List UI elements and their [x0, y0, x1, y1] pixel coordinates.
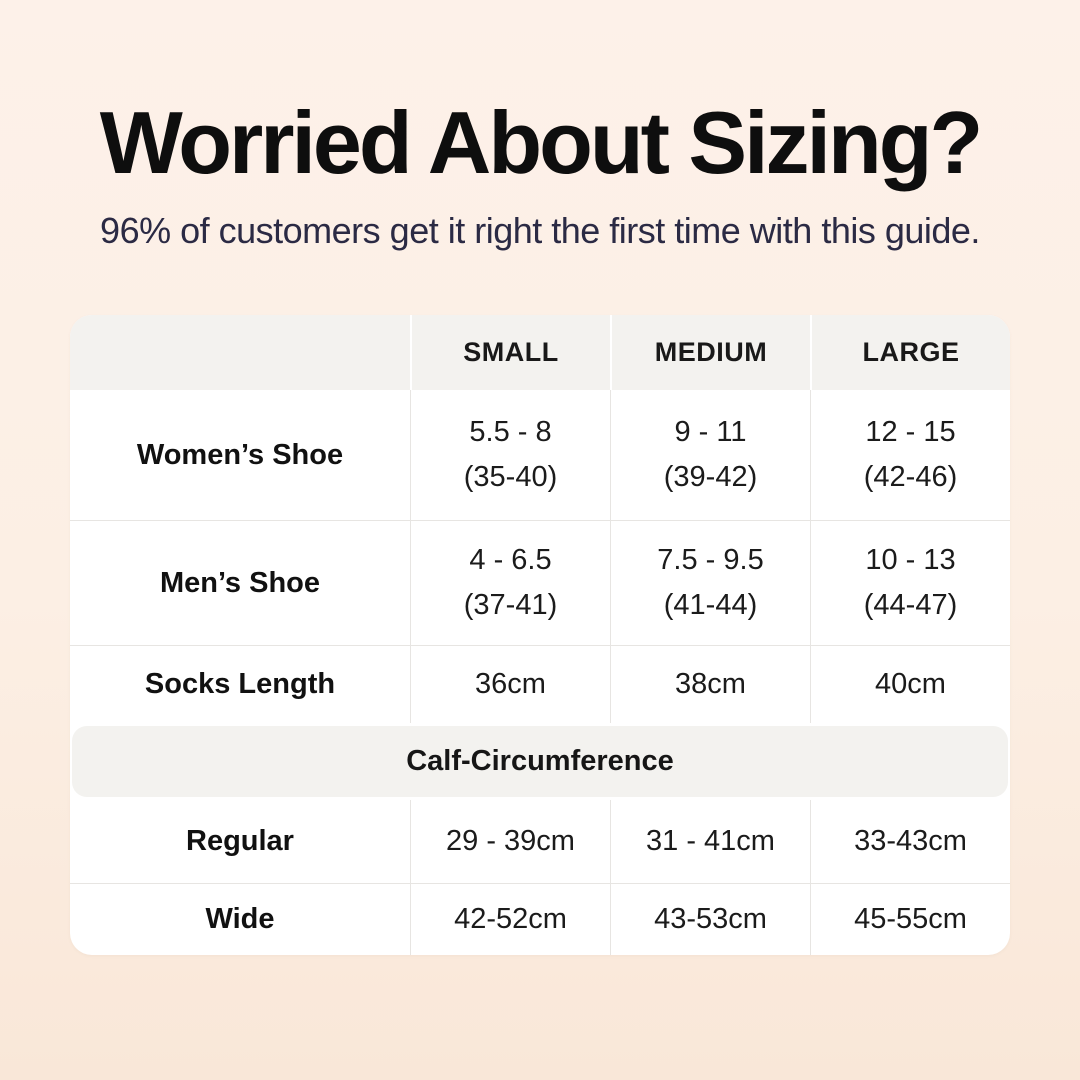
section-header-calf-circumference: Calf-Circumference [72, 726, 1008, 797]
us-size-range: 10 - 13 [865, 544, 956, 576]
us-size-range: 5.5 - 8 [469, 416, 552, 448]
us-size-range: 9 - 11 [674, 416, 747, 448]
table-cell: 43-53cm [610, 884, 810, 955]
us-size-range: 12 - 15 [865, 416, 956, 448]
section-band-row: Calf-Circumference [70, 723, 1010, 800]
page-title: Worried About Sizing? [99, 93, 983, 192]
eu-size-range: (41-44) [663, 589, 758, 621]
eu-size-range: (44-47) [863, 589, 958, 621]
row-label: Men’s Shoe [159, 566, 321, 599]
table-cell: 33-43cm [810, 800, 1010, 883]
us-size-range: 4 - 6.5 [469, 544, 552, 576]
column-header-large: LARGE [810, 315, 1010, 390]
row-label: Women’s Shoe [136, 438, 344, 471]
row-label: Wide [205, 903, 275, 935]
table-row-womens-shoe: Women’s Shoe 5.5 - 8 (35-40) 9 - 11 (39-… [70, 390, 1010, 520]
table-cell: 38cm [610, 646, 810, 723]
column-header-small: SMALL [410, 315, 610, 390]
column-header-medium: MEDIUM [610, 315, 810, 390]
table-cell: 9 - 11 (39-42) [610, 390, 810, 520]
table-cell: 5.5 - 8 (35-40) [410, 390, 610, 520]
table-cell: 40cm [810, 646, 1010, 723]
table-row-regular: Regular 29 - 39cm 31 - 41cm 33-43cm [70, 800, 1010, 883]
table-row-mens-shoe: Men’s Shoe 4 - 6.5 (37-41) 7.5 - 9.5 (41… [70, 520, 1010, 645]
us-size-range: 7.5 - 9.5 [657, 544, 764, 576]
table-cell: 12 - 15 (42-46) [810, 390, 1010, 520]
row-label: Socks Length [144, 668, 336, 700]
table-row-socks-length: Socks Length 36cm 38cm 40cm [70, 645, 1010, 723]
size-chart-table: SMALL MEDIUM LARGE Women’s Shoe 5.5 - 8 … [70, 315, 1010, 955]
table-cell: 10 - 13 (44-47) [810, 521, 1010, 645]
row-label: Regular [186, 825, 294, 857]
header-empty-cell [70, 315, 410, 390]
table-header-row: SMALL MEDIUM LARGE [70, 315, 1010, 390]
eu-size-range: (42-46) [863, 461, 958, 493]
table-cell: 29 - 39cm [410, 800, 610, 883]
page-subtitle: 96% of customers get it right the first … [100, 210, 980, 251]
table-cell: 4 - 6.5 (37-41) [410, 521, 610, 645]
table-cell: 42-52cm [410, 884, 610, 955]
table-cell: 36cm [410, 646, 610, 723]
table-cell: 45-55cm [810, 884, 1010, 955]
eu-size-range: (35-40) [463, 461, 558, 493]
table-row-wide: Wide 42-52cm 43-53cm 45-55cm [70, 883, 1010, 955]
eu-size-range: (37-41) [463, 589, 558, 621]
eu-size-range: (39-42) [663, 461, 758, 493]
table-cell: 31 - 41cm [610, 800, 810, 883]
table-cell: 7.5 - 9.5 (41-44) [610, 521, 810, 645]
